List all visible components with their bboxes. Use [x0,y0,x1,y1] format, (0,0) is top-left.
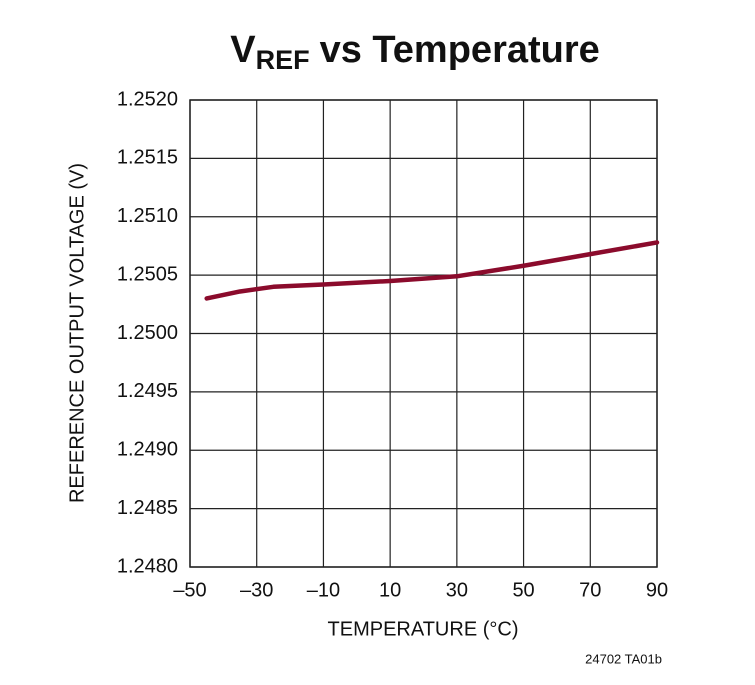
y-tick-label: 1.2515 [117,147,178,169]
y-tick-label: 1.2520 [117,88,178,110]
title-subscript: REF [256,45,310,75]
x-tick-label: 30 [446,579,468,601]
x-tick-label: –30 [240,579,273,601]
y-tick-label: 1.2510 [117,205,178,227]
y-tick-label: 1.2490 [117,439,178,461]
y-tick-label: 1.2480 [117,555,178,577]
x-tick-label: –10 [307,579,340,601]
y-axis-label: REFERENCE OUTPUT VOLTAGE (V) [66,163,88,503]
x-tick-label: –50 [173,579,206,601]
title-rest: vs Temperature [320,29,600,71]
data-line [204,240,660,301]
y-tick-label: 1.2485 [117,497,178,519]
x-tick-label: 50 [512,579,534,601]
x-axis-label: TEMPERATURE (°C) [328,618,519,640]
plot-frame [189,99,658,568]
x-tick-label: 90 [646,579,668,601]
y-tick-label: 1.2500 [117,322,178,344]
y-tick-label: 1.2495 [117,380,178,402]
footnote: 24702 TA01b [585,651,662,666]
title-main: V [230,29,256,71]
chart-title: VREF vs Temperature [230,29,600,75]
y-tick-label: 1.2505 [117,263,178,285]
x-tick-label: 10 [379,579,401,601]
x-tick-label: 70 [579,579,601,601]
